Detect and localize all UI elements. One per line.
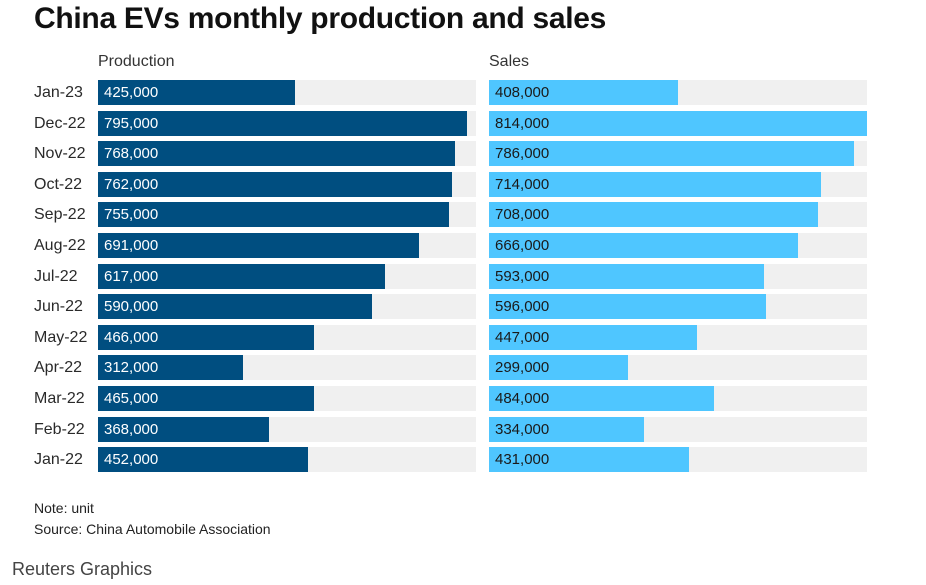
category-label: Apr-22 [34, 359, 83, 377]
sales-value-label: 334,000 [495, 420, 550, 438]
category-label: Jan-22 [34, 451, 83, 469]
chart-source: Source: China Automobile Association [34, 521, 271, 537]
sales-bar [489, 447, 689, 473]
sales-value-label: 431,000 [495, 451, 550, 469]
sales-track: 786,000 [489, 141, 867, 167]
prod-track: 768,000 [98, 141, 476, 167]
sales-bar [489, 416, 644, 442]
production-value-label: 452,000 [104, 451, 159, 469]
sales-bar [489, 355, 628, 381]
sales-bar [489, 233, 798, 258]
category-label: Oct-22 [34, 175, 83, 193]
category-label: Dec-22 [34, 114, 86, 132]
sales-header: Sales [489, 53, 530, 70]
production-bar [98, 202, 449, 228]
production-bar [98, 80, 295, 105]
production-value-label: 465,000 [104, 390, 159, 407]
production-bar [98, 324, 314, 350]
production-value-label: 425,000 [104, 84, 159, 101]
production-value-label: 368,000 [104, 420, 159, 438]
category-label: Aug-22 [34, 237, 86, 254]
production-value-label: 466,000 [104, 328, 159, 346]
sales-value-label: 714,000 [495, 175, 550, 193]
sales-value-label: 786,000 [495, 145, 550, 163]
prod-track: 425,000 [98, 80, 476, 105]
sales-value-label: 484,000 [495, 390, 550, 407]
prod-track: 590,000 [98, 294, 476, 320]
category-label: Feb-22 [34, 420, 85, 438]
production-bar [98, 263, 385, 289]
sales-value-label: 708,000 [495, 206, 550, 224]
prod-track: 691,000 [98, 233, 476, 258]
category-label: Nov-22 [34, 145, 86, 163]
sales-bar [489, 171, 821, 197]
production-header: Production [98, 53, 175, 70]
production-value-label: 795,000 [104, 114, 159, 132]
sales-track: 714,000 [489, 171, 867, 197]
production-bar [98, 355, 243, 381]
chart-title: China EVs monthly production and sales [34, 2, 607, 35]
production-bar [98, 110, 467, 136]
sales-bar [489, 110, 867, 136]
prod-track: 465,000 [98, 386, 476, 411]
production-value-label: 762,000 [104, 175, 159, 193]
sales-bar [489, 386, 714, 411]
category-label: Jun-22 [34, 298, 83, 316]
sales-track: 447,000 [489, 324, 867, 350]
sales-value-label: 814,000 [495, 114, 550, 132]
chart-note: Note: unit [34, 500, 94, 516]
sales-bar [489, 294, 766, 320]
prod-track: 617,000 [98, 263, 476, 289]
production-bar [98, 294, 372, 320]
production-value-label: 691,000 [104, 237, 159, 254]
sales-value-label: 408,000 [495, 84, 550, 101]
sales-value-label: 447,000 [495, 328, 550, 346]
prod-track: 312,000 [98, 355, 476, 381]
category-label: Jul-22 [34, 267, 78, 285]
sales-value-label: 596,000 [495, 298, 550, 316]
sales-track: 666,000 [489, 233, 867, 258]
prod-track: 452,000 [98, 447, 476, 473]
prod-track: 755,000 [98, 202, 476, 228]
production-bar [98, 416, 269, 442]
sales-track: 408,000 [489, 80, 867, 105]
sales-track: 484,000 [489, 386, 867, 411]
production-bar [98, 141, 455, 167]
production-value-label: 312,000 [104, 359, 159, 377]
production-value-label: 590,000 [104, 298, 159, 316]
sales-value-label: 666,000 [495, 237, 550, 254]
sales-track: 431,000 [489, 447, 867, 473]
category-label: Mar-22 [34, 390, 85, 407]
production-value-label: 755,000 [104, 206, 159, 224]
brand-label: Reuters Graphics [12, 559, 153, 579]
category-label: Sep-22 [34, 206, 86, 224]
production-bar [98, 233, 419, 258]
production-bar [98, 447, 308, 473]
production-value-label: 617,000 [104, 267, 159, 285]
prod-track: 795,000 [98, 110, 476, 136]
sales-bar [489, 80, 678, 105]
production-bar [98, 386, 314, 411]
sales-track: 593,000 [489, 263, 867, 289]
sales-bar [489, 263, 764, 289]
prod-track: 762,000 [98, 171, 476, 197]
sales-track: 299,000 [489, 355, 867, 381]
production-value-label: 768,000 [104, 145, 159, 163]
category-label: May-22 [34, 328, 88, 346]
sales-track: 814,000 [489, 110, 867, 136]
category-label: Jan-23 [34, 84, 83, 101]
sales-bar [489, 324, 697, 350]
sales-bar [489, 202, 818, 228]
prod-track: 466,000 [98, 324, 476, 350]
sales-value-label: 593,000 [495, 267, 550, 285]
sales-track: 334,000 [489, 416, 867, 442]
sales-track: 708,000 [489, 202, 867, 228]
sales-value-label: 299,000 [495, 359, 550, 377]
sales-track: 596,000 [489, 294, 867, 320]
sales-bar [489, 141, 854, 167]
production-bar [98, 171, 452, 197]
prod-track: 368,000 [98, 416, 476, 442]
